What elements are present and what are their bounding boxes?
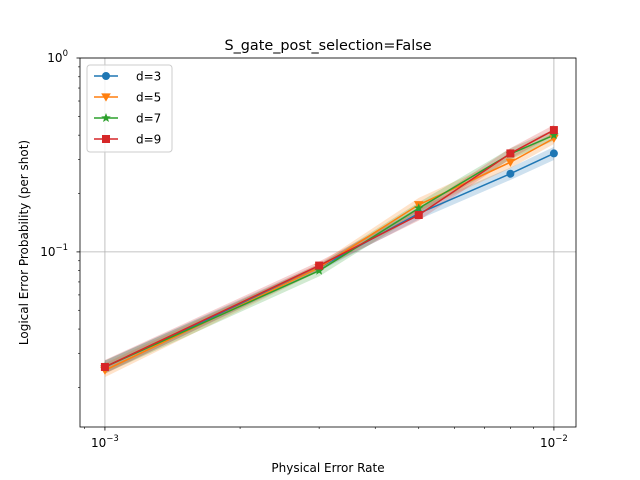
point-d5	[505, 158, 516, 167]
legend-label-d5: d=5	[136, 91, 161, 105]
point-d7	[314, 265, 324, 275]
y-tick-label: 100	[47, 49, 68, 65]
y-tick-label: 10−1	[40, 243, 68, 259]
y-axis-label: Logical Error Probability (per shot)	[17, 140, 31, 345]
point-d9	[506, 149, 515, 158]
point-d9	[414, 210, 423, 219]
legend-marker-d7	[101, 113, 111, 123]
series-markers	[100, 126, 559, 375]
band-d9	[104, 124, 554, 374]
point-d7	[549, 130, 559, 140]
point-d9	[315, 261, 324, 270]
x-tick-label: 10−2	[540, 434, 568, 450]
point-d7	[413, 203, 424, 213]
point-d9	[100, 362, 109, 371]
legend-label-d7: d=7	[136, 112, 161, 126]
point-d5	[549, 134, 559, 143]
point-d3	[506, 169, 515, 178]
plot-frame	[79, 57, 577, 428]
legend-label-d3: d=3	[136, 70, 161, 84]
legend-frame	[86, 64, 173, 153]
legend-marker-d3	[102, 72, 110, 80]
point-d9	[549, 126, 558, 135]
legend-label-d9: d=9	[136, 133, 161, 147]
x-tick-label: 10−3	[91, 434, 119, 450]
legend-marker-d5	[101, 93, 111, 102]
chart-title: S_gate_post_selection=False	[224, 38, 431, 54]
x-axis-label: Physical Error Rate	[271, 461, 384, 475]
legend: d=3 d=5 d=7 d=9	[86, 64, 173, 153]
legend-marker-d9	[102, 135, 110, 143]
band-d7	[104, 129, 554, 374]
point-d3	[549, 149, 558, 158]
